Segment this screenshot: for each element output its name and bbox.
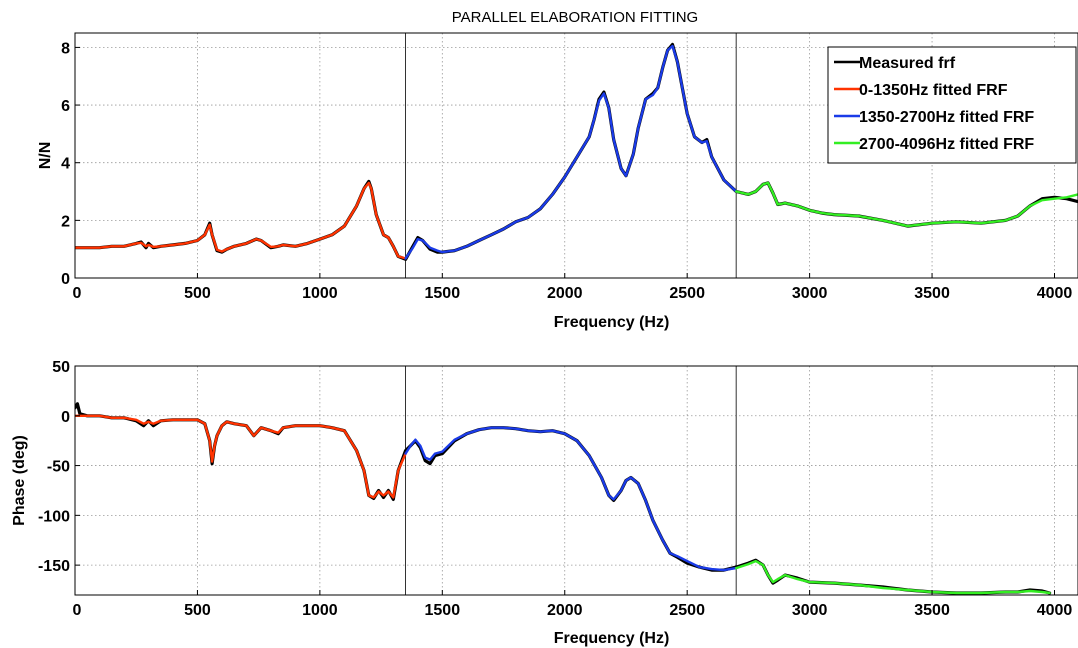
panel-magnitude: 0 500 1000 1500 2000 2500 3000 3500 4000 0 2 4 6 8 Fre… bbox=[37, 9, 1078, 331]
x-tick-label: 0 bbox=[73, 602, 82, 619]
x-tick-label: 2500 bbox=[669, 602, 705, 619]
x-tick-label: 3000 bbox=[792, 602, 828, 619]
legend-entry-label: 1350-2700Hz fitted FRF bbox=[859, 109, 1034, 126]
x-tick-label: 4000 bbox=[1037, 602, 1073, 619]
y-axis-label: N/N bbox=[37, 142, 54, 170]
x-tick-label: 2000 bbox=[547, 285, 583, 302]
legend-entry-label: 0-1350Hz fitted FRF bbox=[859, 82, 1008, 99]
x-tick-label: 2000 bbox=[547, 602, 583, 619]
x-tick-label: 1000 bbox=[302, 602, 338, 619]
y-axis-label: Phase (deg) bbox=[11, 435, 28, 526]
y-tick-label: 2 bbox=[61, 213, 70, 230]
x-tick-label: 3500 bbox=[914, 602, 950, 619]
y-tick-label: 8 bbox=[61, 40, 70, 57]
legend-box bbox=[827, 46, 1077, 164]
x-tick-label: 1500 bbox=[425, 602, 461, 619]
y-tick-label: 50 bbox=[52, 359, 70, 376]
series-line-2 bbox=[404, 44, 738, 260]
x-tick-label: 500 bbox=[184, 602, 211, 619]
chart-title: PARALLEL ELABORATION FITTING bbox=[452, 9, 698, 26]
y-tick-label: 4 bbox=[61, 156, 70, 173]
legend-entry-label: Measured frf bbox=[859, 55, 956, 72]
plot-area bbox=[75, 366, 1078, 595]
series-line-1 bbox=[75, 414, 407, 499]
x-tick-label: 1500 bbox=[425, 285, 461, 302]
x-tick-label: 0 bbox=[73, 285, 82, 302]
x-tick-label: 2500 bbox=[669, 285, 705, 302]
series-line-3 bbox=[735, 559, 1051, 595]
y-tick-label: 0 bbox=[61, 271, 70, 288]
y-tick-label: -100 bbox=[38, 508, 70, 525]
y-tick-label: 6 bbox=[61, 98, 70, 115]
x-tick-label: 1000 bbox=[302, 285, 338, 302]
y-tick-label: 0 bbox=[61, 409, 70, 426]
panel-phase: 0 500 1000 1500 2000 2500 3000 3500 4000-150-100… bbox=[11, 359, 1078, 647]
axes-frame bbox=[74, 32, 1078, 279]
x-axis-label: Frequency (Hz) bbox=[554, 630, 670, 647]
legend: Measured frf 0-1350Hz fitted FRF 1350-2700… bbox=[827, 46, 1077, 164]
x-tick-label: 3500 bbox=[914, 285, 950, 302]
x-tick-label: 4000 bbox=[1037, 285, 1073, 302]
x-tick-label: 3000 bbox=[792, 285, 828, 302]
x-tick-label: 500 bbox=[184, 285, 211, 302]
axes-frame bbox=[74, 365, 1078, 596]
y-tick-label: -50 bbox=[47, 459, 70, 476]
series-line-3 bbox=[735, 181, 1078, 228]
legend-entry-label: 2700-4096Hz fitted FRF bbox=[859, 136, 1034, 153]
x-axis-label: Frequency (Hz) bbox=[554, 314, 670, 331]
y-tick-label: -150 bbox=[38, 558, 70, 575]
series-line-2 bbox=[404, 426, 738, 572]
series-line-1 bbox=[75, 181, 407, 260]
